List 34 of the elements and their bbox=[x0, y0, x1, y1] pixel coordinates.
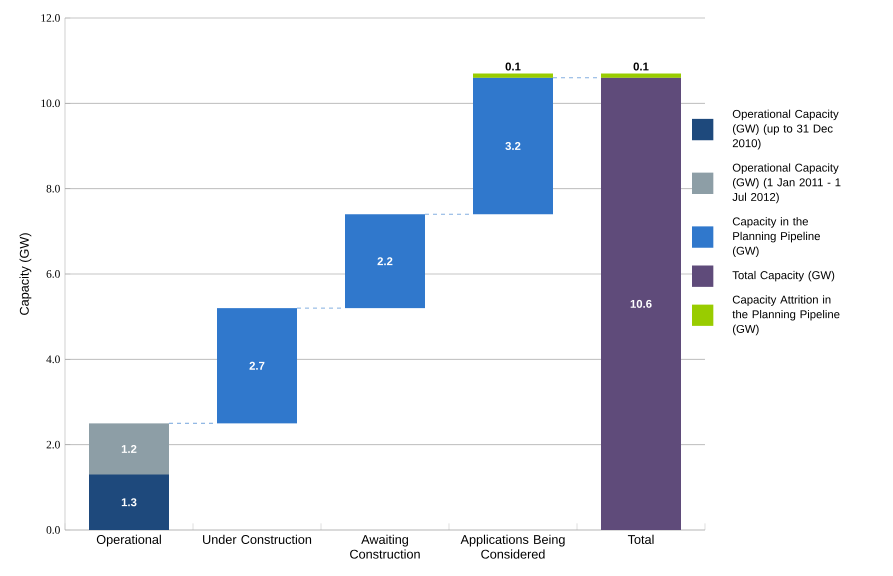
data-label: 0.1 bbox=[634, 62, 649, 71]
y-tick-label: 4.0 bbox=[46, 355, 60, 364]
y-tick-label: 2.0 bbox=[46, 440, 60, 449]
bar bbox=[217, 308, 297, 424]
data-label: 10.6 bbox=[630, 300, 652, 308]
y-tick-label: 8.0 bbox=[46, 184, 60, 193]
y-tick-label: 12.0 bbox=[41, 14, 60, 22]
data-label: 2.7 bbox=[250, 362, 264, 370]
y-axis-title: Capacity (GW) bbox=[19, 233, 32, 315]
legend-label: Total Capacity (GW) bbox=[732, 270, 834, 282]
x-tick-label: Operational bbox=[96, 534, 161, 547]
y-tick-label: 6.0 bbox=[46, 270, 60, 278]
bar bbox=[89, 474, 169, 530]
legend-label: Capacity Attrition in the Planning Pipeline (GW) bbox=[732, 295, 840, 336]
legend-label: Capacity in the Planning Pipeline (GW) bbox=[732, 217, 820, 258]
x-tick-label: Awaiting Construction bbox=[350, 534, 420, 559]
x-tick-label: Under Construction bbox=[203, 534, 312, 544]
legend-label: Operational Capacity (GW) (1 Jan 2011 - 1 Jul 2012) bbox=[732, 163, 840, 204]
legend-label: Operational Capacity (GW) (up to 31 Dec 2010) bbox=[732, 110, 839, 150]
data-label: 1.3 bbox=[122, 498, 136, 506]
bar bbox=[473, 73, 553, 78]
y-tick-label: 0.0 bbox=[46, 526, 60, 534]
bar bbox=[89, 423, 169, 475]
data-label: 3.2 bbox=[505, 142, 520, 150]
bar bbox=[473, 78, 553, 214]
data-label: 1.2 bbox=[122, 444, 136, 453]
bar bbox=[345, 214, 425, 308]
y-tick-label: 10.0 bbox=[41, 99, 60, 108]
bar bbox=[601, 73, 681, 78]
data-label: 2.2 bbox=[378, 257, 392, 266]
x-tick-label: Applications Being Considered bbox=[460, 534, 565, 559]
bar bbox=[601, 78, 681, 530]
x-tick-label: Total bbox=[628, 534, 654, 544]
data-label: 0.1 bbox=[506, 62, 521, 71]
